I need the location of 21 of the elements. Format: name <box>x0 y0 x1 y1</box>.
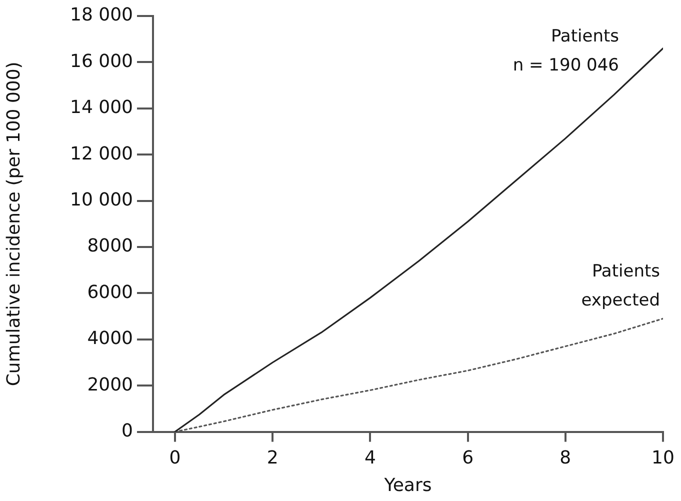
x-tick-label: 6 <box>462 447 474 468</box>
x-tick-label: 8 <box>560 447 572 468</box>
series-label: Patients <box>550 26 620 46</box>
x-tick-label: 0 <box>169 447 181 468</box>
x-tick-label: 10 <box>652 447 674 468</box>
y-tick-label: 6000 <box>87 282 133 303</box>
series-label: Patients expected <box>581 262 660 311</box>
y-tick-label: 2000 <box>87 374 133 396</box>
x-tick-label: 4 <box>364 447 376 468</box>
annotation: n = 190 046 <box>512 55 619 76</box>
y-tick-label: 14 000 <box>70 97 133 118</box>
y-tick-label: 16 000 <box>70 50 133 72</box>
y-tick-label: 10 000 <box>70 189 133 210</box>
x-axis-title: Years <box>383 474 432 496</box>
y-tick-label: 4000 <box>87 328 133 350</box>
y-axis-title: Cumulative incidence (per 100 000) <box>3 62 24 386</box>
y-tick-label: 0 <box>122 420 133 442</box>
y-tick-label: 12 000 <box>70 143 133 164</box>
x-tick-label: 2 <box>266 447 278 468</box>
y-tick-label: 18 000 <box>70 4 133 26</box>
y-tick-label: 8000 <box>87 236 133 257</box>
